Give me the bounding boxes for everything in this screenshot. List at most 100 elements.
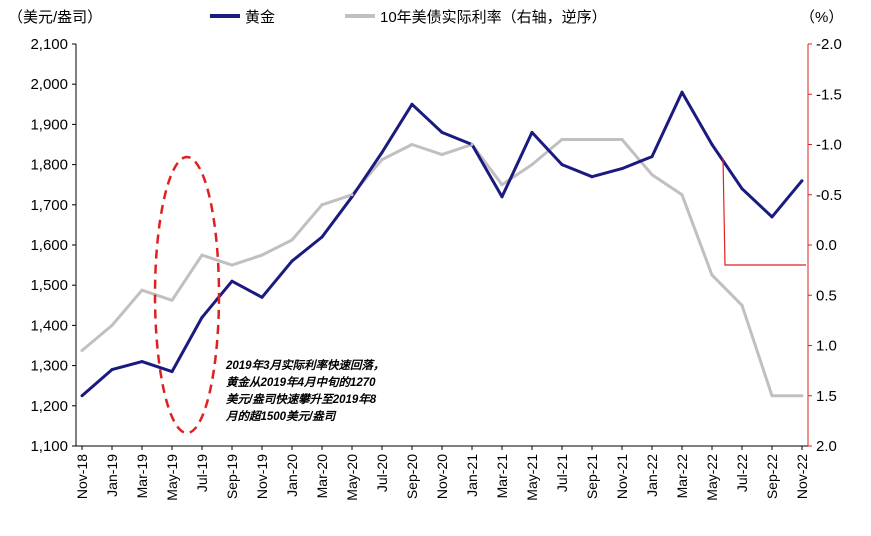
x-tick-label: Mar-20 [314,454,330,499]
right-tick-label: -1.0 [816,137,842,154]
legend-label-gold: 黄金 [245,9,275,26]
gold-point-11 [410,102,414,106]
left-tick-label: 1,600 [30,237,68,254]
gold-point-14 [500,195,504,199]
real-rate-point-20 [680,193,684,197]
series-line-gold [81,90,804,397]
left-tick-label: 1,200 [30,398,68,415]
x-tick-label: Nov-18 [74,454,90,499]
annotation-line-3: 美元/盎司快速攀升至2019年8 [226,393,377,406]
x-tick-label: Nov-22 [794,454,810,499]
left-tick-label: 1,400 [30,317,68,334]
gold-point-23 [770,215,774,219]
gold-point-19 [650,155,654,159]
x-tick-label: Nov-19 [254,454,270,499]
x-tick-label: May-19 [164,454,180,501]
x-tick-label: Mar-21 [494,454,510,499]
x-axis: Nov-18 Jan-19 Mar-19 May-19 Jul-19 Sep-19 Nov-… [74,446,810,501]
real-rate-point-18 [620,138,624,141]
x-tick-label: Sep-21 [584,454,600,499]
gold-point-4 [200,315,204,319]
real-rate-point-12 [440,153,444,157]
left-axis: 1,100 1,200 1,300 1,400 1,500 1,600 1,700 1,800… [30,36,76,455]
gold-point-20 [680,90,684,94]
x-tick-label: Mar-22 [674,454,690,499]
gold-point-5 [230,279,234,283]
x-tick-label: Nov-20 [434,454,450,499]
real-rate-point-5 [230,263,234,267]
real-rate-point-1 [110,323,114,327]
real-rate-point-15 [530,163,534,167]
right-axis: -2.0 -1.5 -1.0 -0.5 0.0 0.5 1.0 1.5 2.0 [808,36,842,455]
gold-point-0 [80,394,84,398]
annotation-line-1: 2019年3月实际利率快速回落， [225,358,384,372]
gold-point-22 [740,187,744,191]
annotation: 2019年3月实际利率快速回落， 黄金从2019年4月中旬的1270 美元/盎司… [225,358,384,423]
left-tick-label: 1,800 [30,157,68,174]
gold-point-7 [290,259,294,263]
real-rate-point-6 [260,253,264,257]
left-tick-label: 2,100 [30,36,68,53]
real-rate-point-19 [650,173,654,177]
real-rate-point-9 [350,193,354,197]
left-tick-label: 2,000 [30,76,68,93]
real-rate-point-3 [170,298,174,302]
x-tick-label: Jan-21 [464,454,480,497]
x-tick-label: May-22 [704,454,720,501]
right-tick-label: -1.5 [816,86,842,103]
left-axis-unit: （美元/盎司） [8,9,102,26]
x-tick-label: Nov-21 [614,454,630,499]
x-tick-label: May-21 [524,454,540,501]
right-tick-label: 1.0 [816,338,837,355]
x-tick-label: Jan-19 [104,454,120,497]
gold-point-6 [260,295,264,299]
x-tick-label: Jan-20 [284,454,300,497]
left-tick-label: 1,100 [30,438,68,455]
red-marker-line [722,157,806,266]
legend: 黄金 10年美债实际利率（右轴，逆序） [210,9,607,26]
gold-point-16 [560,163,564,167]
annotation-line-2: 黄金从2019年4月中旬的1270 [226,375,376,389]
gold-point-18 [620,167,624,171]
gold-point-3 [170,370,174,374]
real-rate-point-2 [140,288,144,292]
x-tick-label: Jul-19 [194,454,210,492]
right-tick-label: -0.5 [816,187,842,204]
real-rate-point-7 [290,238,294,242]
real-rate-point-17 [590,138,594,141]
x-tick-label: May-20 [344,454,360,501]
x-tick-label: Jan-22 [644,454,660,497]
series-line-real-rate [81,138,802,398]
real-rate-point-0 [80,349,84,352]
right-tick-label: 0.0 [816,237,837,254]
right-tick-label: -2.0 [816,36,842,53]
real-rate-point-23 [770,394,774,398]
real-rate-point-16 [560,138,564,141]
real-rate-point-8 [320,203,324,207]
gold-point-24 [800,179,804,183]
gold-point-17 [590,175,594,179]
x-tick-label: Mar-19 [134,454,150,499]
left-tick-label: 1,300 [30,358,68,375]
x-tick-label: Jul-22 [734,454,750,492]
real-rate-point-13 [470,143,474,146]
gold-point-2 [140,360,144,364]
x-tick-label: Sep-22 [764,454,780,499]
right-tick-label: 2.0 [816,438,837,455]
real-rate-point-22 [740,303,744,307]
x-tick-label: Jul-20 [374,454,390,492]
real-rate-point-4 [200,253,204,257]
gold-point-15 [530,130,534,134]
real-rate-point-11 [410,143,414,146]
x-tick-label: Sep-20 [404,454,420,499]
real-rate-point-14 [500,183,504,187]
real-rate-point-21 [710,273,714,277]
legend-label-real-rate: 10年美债实际利率（右轴，逆序） [380,9,607,26]
real-rate-point-10 [380,158,384,162]
gold-point-12 [440,130,444,134]
x-tick-label: Sep-19 [224,454,240,499]
x-tick-label: Jul-21 [554,454,570,492]
real-rate-point-24 [800,394,804,398]
gold-point-21 [710,143,714,146]
left-tick-label: 1,700 [30,197,68,214]
